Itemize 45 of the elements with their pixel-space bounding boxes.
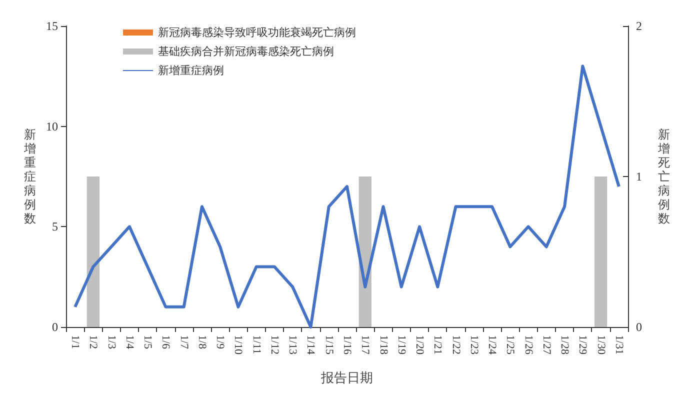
- x-tick-label: 1/4: [123, 335, 136, 350]
- x-tick-label: 1/22: [450, 335, 462, 355]
- x-axis-title: 报告日期: [320, 371, 373, 386]
- x-tick-label: 1/30: [594, 335, 607, 356]
- x-tick-label: 1/31: [612, 335, 625, 355]
- x-tick-label: 1/14: [304, 335, 317, 356]
- y2-tick-label: 0: [636, 320, 642, 334]
- x-tick-label: 1/3: [105, 335, 118, 350]
- x-tick-label: 1/25: [504, 335, 516, 356]
- x-tick-label: 1/27: [540, 335, 552, 356]
- line-series: [74, 64, 620, 328]
- x-tick-label: 1/1: [69, 335, 82, 350]
- y2-axis-title: 新增死亡病例数: [657, 128, 670, 226]
- x-tick-label: 1/28: [558, 335, 571, 356]
- x-tick-label: 1/16: [341, 335, 353, 356]
- x-tick-label: 1/11: [250, 335, 262, 354]
- y-tick-label: 5: [52, 220, 58, 234]
- y-tick-label: 10: [46, 119, 58, 134]
- y-tick-label: 0: [52, 320, 58, 334]
- x-tick-label: 1/12: [268, 335, 280, 355]
- x-tick-label: 1/23: [468, 335, 480, 356]
- y-axis-title: 新增重症病例数: [23, 128, 36, 226]
- x-tick-label: 1/26: [522, 335, 534, 356]
- y-tick-label: 15: [46, 19, 58, 33]
- x-tick-label: 1/9: [214, 335, 226, 350]
- y2-tick-label: 2: [636, 19, 642, 33]
- x-tick-label: 1/15: [322, 335, 335, 356]
- x-tick-label: 1/29: [576, 335, 589, 356]
- x-tick-label: 1/6: [160, 335, 172, 350]
- y2-tick-label: 1: [636, 170, 642, 184]
- legend-label: 新冠病毒感染导致呼吸功能衰竭死亡病例: [158, 26, 356, 39]
- x-tick-label: 1/5: [142, 335, 154, 350]
- x-tick-label: 1/13: [286, 335, 299, 356]
- x-tick-label: 1/8: [196, 335, 208, 350]
- x-tick-label: 1/10: [232, 335, 244, 356]
- legend-label: 新增重症病例: [158, 64, 224, 77]
- x-tick-label: 1/17: [359, 335, 372, 356]
- x-tick-label: 1/20: [414, 335, 426, 356]
- x-tick-label: 1/2: [87, 335, 100, 350]
- x-tick-label: 1/19: [395, 335, 408, 356]
- x-tick-label: 1/18: [377, 335, 390, 356]
- x-tick-label: 1/24: [486, 335, 498, 356]
- x-tick-label: 1/21: [432, 335, 444, 355]
- x-tick-label: 1/7: [178, 335, 190, 350]
- legend-label: 基础疾病合并新冠病毒感染死亡病例: [158, 45, 334, 58]
